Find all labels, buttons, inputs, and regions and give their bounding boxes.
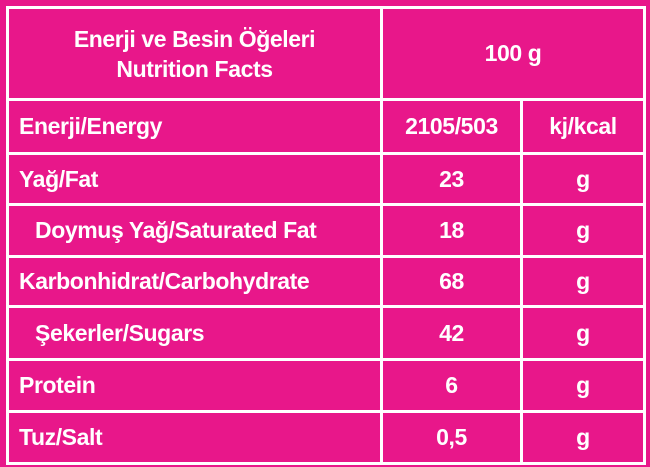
title-line: Enerji ve Besin Öğeleri [73, 25, 316, 52]
unit: g [519, 305, 647, 361]
unit: kj/kcal [519, 98, 647, 155]
nutrient: Protein [6, 358, 383, 413]
unit: g [519, 255, 647, 308]
value: 42 [380, 305, 523, 361]
row: Protein 6 g [6, 358, 647, 413]
header-amount: 100 g [379, 6, 647, 101]
header-title: Enerji ve Besin Öğeleri Nutrition Facts [6, 6, 383, 101]
title-line: Nutrition Facts [116, 55, 273, 82]
row: Doymuş Yağ/Saturated Fat 18 g [6, 203, 647, 258]
nutrient: Doymuş Yağ/Saturated Fat [6, 203, 383, 258]
unit: g [519, 152, 647, 206]
value: 6 [380, 358, 523, 413]
row: Enerji/Energy 2105/503 kj/kcal [6, 98, 647, 155]
header-row: Enerji ve Besin Öğeleri Nutrition Facts … [6, 6, 647, 101]
nutrient: Enerji/Energy [6, 98, 383, 155]
nutrition-table: Enerji ve Besin Öğeleri Nutrition Facts … [6, 6, 647, 465]
nutrient: Yağ/Fat [6, 152, 383, 206]
row: Tuz/Salt 0,5 g [6, 410, 647, 465]
value: 0,5 [380, 410, 523, 465]
row: Şekerler/Sugars 42 g [6, 305, 647, 361]
nutrient: Şekerler/Sugars [6, 305, 383, 361]
value: 68 [380, 255, 523, 308]
value: 2105/503 [380, 98, 523, 155]
value: 23 [380, 152, 523, 206]
row: Karbonhidrat/Carbohydrate 68 g [6, 255, 647, 308]
nutrient: Tuz/Salt [6, 410, 383, 465]
value: 18 [380, 203, 523, 258]
nutrient: Karbonhidrat/Carbohydrate [6, 255, 383, 308]
unit: g [519, 358, 647, 413]
unit: g [519, 203, 647, 258]
unit: g [519, 410, 647, 465]
row: Yağ/Fat 23 g [6, 152, 647, 206]
